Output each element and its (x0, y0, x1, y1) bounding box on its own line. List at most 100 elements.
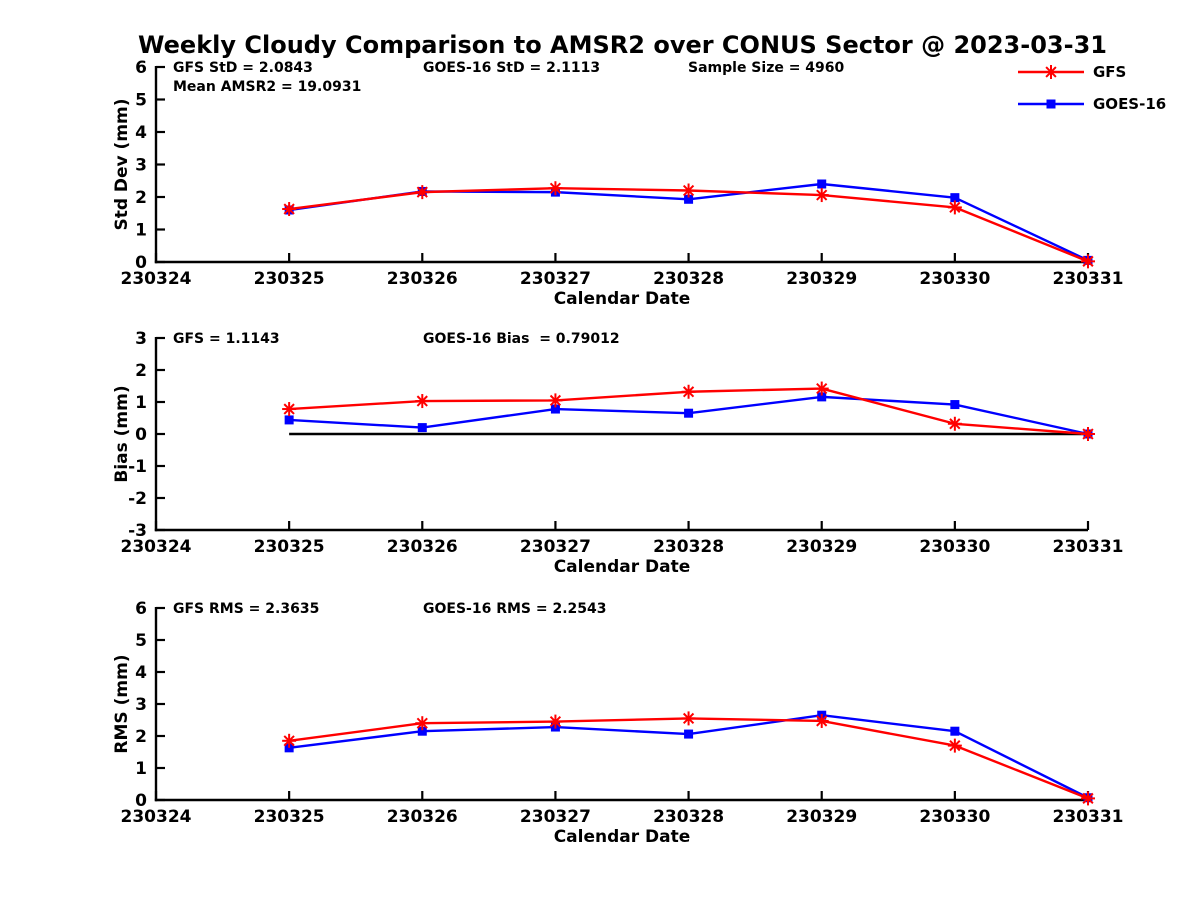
square-marker (284, 415, 294, 425)
y-tick-label: 0 (135, 791, 147, 811)
asterisk-marker (816, 715, 828, 727)
y-tick-label: -3 (128, 521, 147, 541)
y-tick-label: 0 (135, 425, 147, 445)
stat-annotation: GOES-16 RMS = 2.2543 (423, 601, 607, 617)
figure-title: Weekly Cloudy Comparison to AMSR2 over C… (138, 31, 1107, 59)
gfs-markers (282, 711, 1095, 806)
x-tick-label: 230331 (1053, 269, 1124, 289)
y-tick-label: 2 (135, 361, 147, 381)
stat-annotation: Sample Size = 4960 (688, 60, 845, 76)
x-tick-label: 230329 (786, 537, 857, 557)
x-tick-label: 230325 (254, 807, 325, 827)
stat-annotation: GOES-16 StD = 2.1113 (423, 60, 600, 76)
asterisk-marker (949, 201, 961, 214)
goes-16-line (288, 714, 1089, 799)
subplot-stddev: 0 1 2 3 4 5 6 230324 230325 230326 230327 230328 230… (112, 58, 1123, 309)
x-tick-label: 230329 (786, 269, 857, 289)
asterisk-marker (283, 203, 295, 215)
asterisk-marker (816, 189, 828, 201)
y-tick-label: 6 (135, 58, 147, 78)
stat-annotation: GFS RMS = 2.3635 (173, 601, 319, 617)
y-tick-label: 4 (135, 123, 147, 143)
asterisk-marker (549, 394, 562, 407)
square-marker (284, 743, 294, 753)
asterisk-marker (549, 182, 562, 194)
legend-item-goes16: GOES-16 (1016, 95, 1166, 113)
subplot-rms: 0 1 2 3 4 5 6 230324 230325 230326 230327 230328 230… (112, 599, 1123, 847)
asterisk-marker (682, 184, 695, 197)
x-tick-label: 230331 (1053, 537, 1124, 557)
legend-label-goes16: GOES-16 (1093, 95, 1167, 113)
x-tick-label: 230331 (1053, 807, 1124, 827)
goes16-line-square-icon (1018, 99, 1084, 109)
stat-annotation: GOES-16 Bias = 0.79012 (423, 331, 620, 347)
subplot-bias: -3 -2 -1 0 1 2 3 230324 230325 230326 230327 230328… (112, 329, 1123, 577)
square-marker (417, 423, 427, 433)
y-tick-label: 4 (135, 663, 147, 683)
y-axis-label: Bias (mm) (112, 385, 132, 482)
x-tick-label: 230325 (254, 269, 325, 289)
y-tick-label: 2 (135, 188, 147, 208)
asterisk-marker (283, 403, 295, 415)
square-marker (684, 408, 694, 418)
x-tick-label: 230329 (786, 807, 857, 827)
legend-label-gfs: GFS (1093, 63, 1127, 81)
x-tick-label: 230328 (653, 537, 724, 557)
y-tick-label: 2 (135, 727, 147, 747)
goes-16-markers (284, 392, 1093, 439)
asterisk-marker (1082, 428, 1094, 440)
asterisk-marker (949, 739, 961, 752)
y-tick-label: 3 (135, 695, 147, 715)
x-tick-label: 230324 (121, 537, 192, 557)
asterisk-marker (1082, 792, 1094, 805)
y-tick-label: 0 (135, 253, 147, 273)
x-axis-label: Calendar Date (554, 827, 691, 847)
stat-annotation: Mean AMSR2 = 19.0931 (173, 79, 361, 95)
legend-item-gfs: GFS (1016, 63, 1166, 81)
asterisk-marker (549, 715, 562, 728)
x-axis-label: Calendar Date (554, 557, 691, 577)
asterisk-marker (682, 386, 695, 398)
x-tick-label: 230327 (520, 537, 591, 557)
x-tick-label: 230326 (387, 807, 458, 827)
square-marker (417, 726, 427, 736)
x-tick-label: 230328 (653, 269, 724, 289)
y-tick-label: 5 (135, 90, 147, 110)
gfs-markers (282, 381, 1095, 441)
square-marker (1046, 99, 1056, 109)
x-tick-label: 230324 (121, 807, 192, 827)
asterisk-marker (1045, 66, 1057, 78)
square-marker (817, 179, 827, 189)
square-marker (684, 194, 694, 204)
y-tick-label: 1 (135, 220, 147, 240)
asterisk-marker (416, 717, 428, 729)
gfs-markers (282, 181, 1095, 269)
x-tick-label: 230330 (919, 807, 990, 827)
asterisk-marker (416, 395, 428, 407)
y-axis-label: Std Dev (mm) (112, 98, 132, 230)
stat-annotation: GFS StD = 2.0843 (173, 60, 313, 76)
gfs-line-asterisk-icon (1018, 65, 1084, 79)
square-marker (950, 726, 960, 736)
square-marker (950, 400, 960, 410)
stat-annotation: GFS = 1.1143 (173, 331, 280, 347)
asterisk-marker (416, 186, 428, 198)
asterisk-marker (283, 735, 295, 747)
y-tick-label: 1 (135, 393, 147, 413)
square-marker (550, 404, 560, 414)
y-tick-label: -1 (128, 457, 147, 477)
y-tick-label: 6 (135, 599, 147, 619)
x-axis-label: Calendar Date (554, 289, 691, 309)
x-tick-label: 230326 (387, 537, 458, 557)
y-tick-label: -2 (128, 489, 147, 509)
x-tick-label: 230324 (121, 269, 192, 289)
x-tick-label: 230330 (919, 269, 990, 289)
x-tick-label: 230325 (254, 537, 325, 557)
asterisk-marker (1082, 255, 1094, 267)
x-tick-label: 230328 (653, 807, 724, 827)
x-tick-label: 230326 (387, 269, 458, 289)
square-marker (684, 729, 694, 739)
x-tick-label: 230327 (520, 807, 591, 827)
